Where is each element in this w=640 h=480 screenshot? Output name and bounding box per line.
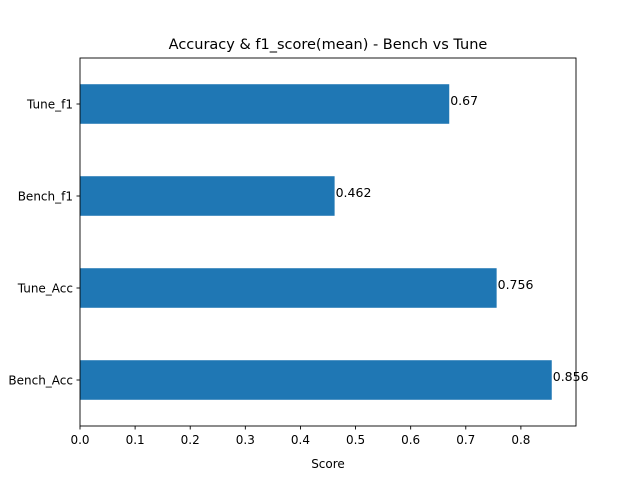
x-tick-label: 0.3 [236, 433, 255, 447]
chart-title: Accuracy & f1_score(mean) - Bench vs Tun… [169, 37, 488, 53]
x-axis-label: Score [311, 457, 345, 471]
data-label: 0.856 [553, 369, 589, 384]
x-tick-label: 0.4 [291, 433, 310, 447]
y-tick-label: Tune_Acc [17, 282, 73, 296]
y-tick-label: Bench_Acc [8, 374, 73, 388]
x-tick-label: 0.8 [511, 433, 530, 447]
data-label: 0.67 [450, 93, 478, 108]
y-tick-label: Bench_f1 [18, 190, 73, 204]
data-label: 0.756 [498, 277, 534, 292]
y-tick-label: Tune_f1 [26, 98, 73, 112]
bar-bench-f1 [80, 176, 335, 216]
bar-bench-acc [80, 360, 552, 400]
plot-frame [79, 57, 577, 427]
data-label: 0.462 [336, 185, 372, 200]
x-tick-label: 0.1 [126, 433, 145, 447]
x-tick-label: 0.6 [401, 433, 420, 447]
x-tick-label: 0.7 [456, 433, 475, 447]
x-tick-label: 0.2 [181, 433, 200, 447]
x-tick-label: 0.0 [70, 433, 89, 447]
bar-tune-f1 [80, 84, 450, 124]
x-tick-label: 0.5 [346, 433, 365, 447]
bar-tune-acc [80, 268, 497, 308]
plot-area: Bench_Acc 0.856 Tune_Acc 0.756 Bench_f1 0.462… [8, 84, 589, 447]
